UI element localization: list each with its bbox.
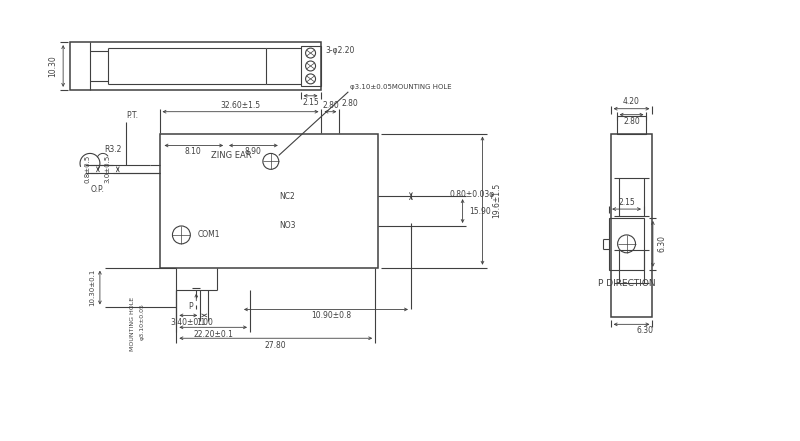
Text: P: P bbox=[188, 302, 193, 311]
Text: 6.30: 6.30 bbox=[637, 326, 654, 335]
Text: COM1: COM1 bbox=[198, 230, 220, 239]
Text: 3.0±0.5: 3.0±0.5 bbox=[105, 155, 111, 183]
Text: 2.80: 2.80 bbox=[342, 99, 358, 108]
Bar bbox=[617, 116, 646, 134]
Bar bbox=[70, 42, 321, 90]
Text: 6.30: 6.30 bbox=[658, 235, 666, 252]
Text: P.T.: P.T. bbox=[126, 111, 138, 120]
Text: 3.40±0.1: 3.40±0.1 bbox=[170, 318, 206, 327]
Text: φ3.10±0.05: φ3.10±0.05 bbox=[139, 303, 144, 340]
Text: O.P.: O.P. bbox=[91, 185, 105, 194]
Text: 2.80: 2.80 bbox=[623, 117, 640, 126]
Text: 27.80: 27.80 bbox=[265, 341, 286, 350]
Text: 10.30±0.1: 10.30±0.1 bbox=[89, 269, 95, 306]
Text: 2.80: 2.80 bbox=[322, 101, 339, 110]
Bar bbox=[301, 46, 321, 86]
Text: 2.15: 2.15 bbox=[618, 198, 635, 207]
Text: 1.00: 1.00 bbox=[196, 318, 213, 327]
Text: 32.60±1.5: 32.60±1.5 bbox=[221, 101, 261, 110]
Text: ZING EAR: ZING EAR bbox=[211, 151, 252, 160]
Text: 4.20: 4.20 bbox=[623, 97, 640, 106]
Text: φ3.10±0.05MOUNTING HOLE: φ3.10±0.05MOUNTING HOLE bbox=[350, 84, 452, 90]
Text: NO3: NO3 bbox=[278, 221, 295, 231]
Text: 15.90: 15.90 bbox=[470, 206, 491, 216]
Text: NC2: NC2 bbox=[278, 192, 294, 201]
Text: 19.6±1.5: 19.6±1.5 bbox=[493, 183, 502, 218]
Text: 8.10: 8.10 bbox=[185, 147, 202, 156]
Text: 3-φ2.20: 3-φ2.20 bbox=[326, 45, 355, 55]
Text: 10.30: 10.30 bbox=[49, 55, 58, 77]
Text: 2.15: 2.15 bbox=[302, 98, 319, 107]
Text: 8.90: 8.90 bbox=[245, 147, 262, 156]
Text: R3.2: R3.2 bbox=[104, 145, 122, 154]
Text: 10.90±0.8: 10.90±0.8 bbox=[311, 311, 351, 320]
Bar bbox=[609, 218, 644, 270]
Bar bbox=[610, 134, 653, 318]
Text: 0.8±0.5: 0.8±0.5 bbox=[85, 155, 91, 183]
Text: P DIRECTION: P DIRECTION bbox=[598, 279, 655, 288]
Text: MOUNTING HOLE: MOUNTING HOLE bbox=[130, 297, 135, 351]
Text: 0.80±0.03φ: 0.80±0.03φ bbox=[450, 190, 495, 198]
Text: 22.20±0.1: 22.20±0.1 bbox=[194, 330, 233, 339]
Bar bbox=[159, 134, 378, 268]
